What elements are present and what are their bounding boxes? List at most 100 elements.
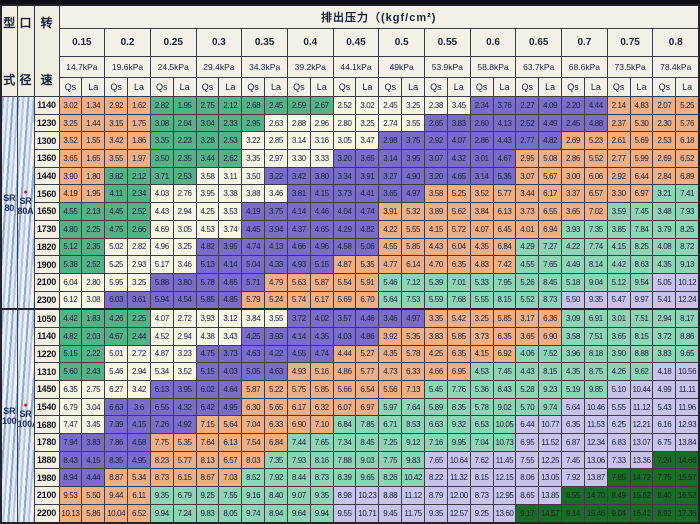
data-cell: 3.25 (172, 237, 197, 257)
model-label-line: 100 (2, 415, 17, 426)
data-cell: 3.75 (401, 131, 425, 151)
data-cell: 8.92 (652, 503, 677, 524)
table-row: 1440 3.90 1.80 3.82 2.12 3.71 2.53 3.58 3.11 3.50… (1, 166, 700, 186)
model-cell: SR 100 (0, 308, 18, 524)
data-cell: 3.65 (378, 184, 403, 204)
data-cell: 9.12 (401, 433, 425, 452)
speed-cell: 2100 (33, 272, 60, 292)
data-cell: 12.15 (492, 468, 517, 488)
la-sub-header: La (81, 77, 106, 97)
data-cell: 4.46 (355, 308, 380, 328)
data-cell: 9.16 (241, 486, 266, 505)
data-cell: 3.89 (424, 202, 448, 221)
data-cell: 3.02 (355, 96, 380, 115)
data-cell: 2.12 (127, 166, 151, 186)
data-cell: 4.11 (104, 184, 129, 204)
data-cell: 3.58 (195, 166, 220, 186)
kpa-col-header: 29.4kPa (195, 56, 243, 78)
data-cell: 7.33 (606, 450, 631, 470)
data-cell: 6.89 (675, 166, 700, 186)
data-cell: 6.83 (606, 433, 631, 452)
model-label-line: SR (3, 405, 16, 416)
data-cell: 5.28 (515, 380, 540, 399)
data-cell: 2.03 (81, 326, 106, 346)
data-cell: 6.42 (195, 397, 220, 417)
data-cell: 4.32 (172, 397, 197, 417)
data-cell: 4.90 (401, 166, 425, 186)
data-cell: 4.32 (446, 149, 471, 168)
data-cell: 3.25 (401, 96, 425, 115)
data-cell: 8.23 (149, 450, 174, 470)
data-cell: 4.66 (424, 362, 448, 381)
la-sub-header: La (538, 77, 563, 97)
data-cell: 7.52 (538, 344, 563, 364)
data-cell: 13.84 (675, 433, 700, 452)
data-cell: 2.92 (606, 166, 631, 186)
data-cell: 3.73 (332, 184, 357, 204)
data-cell: 2.45 (264, 96, 288, 115)
data-cell: 6.35 (561, 415, 585, 435)
speed-cell: 2300 (33, 290, 60, 310)
data-cell: 4.65 (218, 272, 243, 292)
data-cell: 7.44 (286, 433, 311, 452)
data-cell: 5.95 (104, 272, 129, 292)
data-cell: 7.64 (401, 397, 425, 417)
model-label-line: SR (3, 192, 16, 203)
data-cell: 4.15 (424, 219, 448, 239)
data-cell: 6.13 (218, 433, 243, 452)
data-cell: 11.11 (675, 380, 700, 399)
bore-label-line: 100A (17, 418, 33, 429)
data-cell: 4.55 (58, 202, 83, 221)
data-cell: 6.53 (469, 415, 494, 435)
data-cell: 3.46 (172, 255, 197, 274)
data-cell: 5.71 (241, 272, 266, 292)
data-cell: 7.93 (286, 450, 311, 470)
la-sub-header: La (583, 77, 608, 97)
data-cell: 6.57 (583, 184, 608, 204)
speed-cell: 1450 (33, 380, 60, 399)
data-cell: 9.35 (149, 486, 174, 505)
data-cell: 3.42 (127, 380, 151, 399)
data-cell: 1.97 (127, 149, 151, 168)
data-cell: 10.71 (355, 503, 380, 524)
data-cell: 5.01 (104, 344, 129, 364)
data-cell: 3.20 (332, 149, 357, 168)
data-cell: 2.98 (378, 131, 403, 151)
data-cell: 8.73 (538, 290, 563, 310)
data-cell: 3.55 (104, 149, 129, 168)
data-cell: 4.42 (58, 308, 83, 328)
data-cell: 7.92 (264, 468, 288, 488)
data-cell: 7.03 (218, 468, 243, 488)
data-cell: 4.41 (355, 184, 380, 204)
data-cell: 5.85 (195, 290, 220, 310)
corner-char: 径 (19, 73, 32, 87)
data-cell: 2.44 (127, 326, 151, 346)
data-cell: 5.54 (332, 272, 357, 292)
data-cell: 6.07 (332, 397, 357, 417)
data-cell: 4.58 (127, 433, 151, 452)
data-cell: 4.45 (104, 202, 129, 221)
data-cell: 9.94 (309, 503, 334, 524)
data-cell: 2.33 (218, 113, 243, 133)
data-cell: 3.75 (264, 202, 288, 221)
data-cell: 3.73 (515, 202, 540, 221)
data-cell: 2.52 (127, 202, 151, 221)
data-cell: 5.99 (629, 149, 654, 168)
data-cell: 1.44 (81, 113, 106, 133)
data-cell: 16.52 (675, 486, 700, 505)
data-cell: 2.97 (264, 149, 288, 168)
data-cell: 2.34 (469, 96, 494, 115)
data-cell: 3.07 (515, 166, 540, 186)
pressure-col-header: 0.65 (515, 28, 563, 57)
data-cell: 7.47 (58, 415, 83, 435)
data-cell: 3.08 (149, 113, 174, 133)
red-dot-marker: ● (23, 188, 28, 196)
data-cell: 3.95 (172, 380, 197, 399)
data-cell: 5.10 (606, 380, 631, 399)
data-cell: 5.97 (378, 397, 403, 417)
data-cell: 6.55 (149, 397, 174, 417)
data-cell: 3.72 (652, 326, 677, 346)
data-cell: 8.39 (332, 468, 357, 488)
data-cell: 4.55 (515, 255, 540, 274)
data-cell: 5.41 (652, 290, 677, 310)
